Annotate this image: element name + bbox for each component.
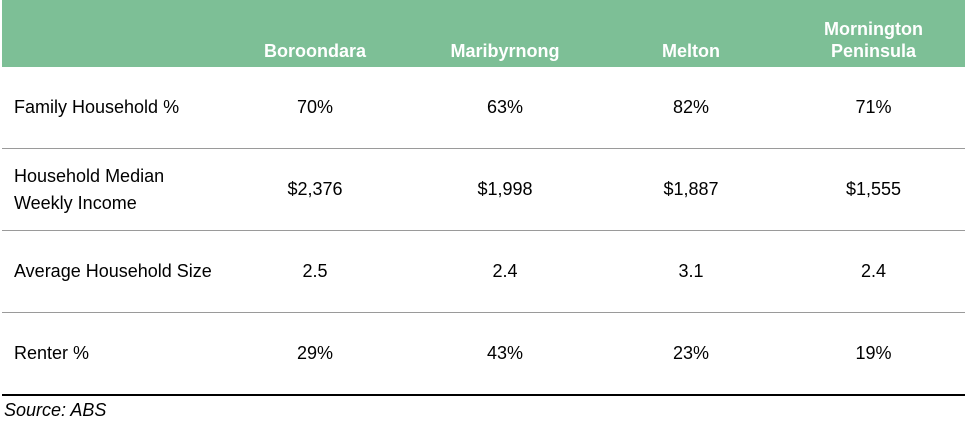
row-label: Household Median Weekly Income [2,148,220,231]
cell: 29% [220,312,410,396]
cell: 70% [220,67,410,149]
cell: 3.1 [600,230,782,313]
row-label: Renter % [2,312,220,396]
cell: 23% [600,312,782,396]
source-note: Source: ABS [4,400,107,420]
row-label: Average Household Size [2,230,220,313]
table-row: Average Household Size 2.5 2.4 3.1 2.4 [2,230,965,313]
cell: $2,376 [220,148,410,231]
cell: 63% [410,67,600,149]
table-row: Family Household % 70% 63% 82% 71% [2,67,965,149]
header-cell: Melton [600,0,782,67]
cell: $1,887 [600,148,782,231]
table-row: Household Median Weekly Income $2,376 $1,9… [2,148,965,231]
cell: 71% [782,67,965,149]
header-cell: Maribyrnong [410,0,600,67]
cell: $1,555 [782,148,965,231]
cell: 82% [600,67,782,149]
cell: $1,998 [410,148,600,231]
data-table: Boroondara Maribyrnong Melton Mornington Pe… [2,0,965,396]
header-cell [2,0,220,67]
cell: 2.5 [220,230,410,313]
header-cell: Boroondara [220,0,410,67]
cell: 2.4 [410,230,600,313]
header-row: Boroondara Maribyrnong Melton Mornington Pe… [2,0,965,67]
cell: 19% [782,312,965,396]
cell: 43% [410,312,600,396]
row-label: Family Household % [2,67,220,149]
header-cell: Mornington Peninsula [782,0,965,67]
cell: 2.4 [782,230,965,313]
table-row: Renter % 29% 43% 23% 19% [2,312,965,396]
